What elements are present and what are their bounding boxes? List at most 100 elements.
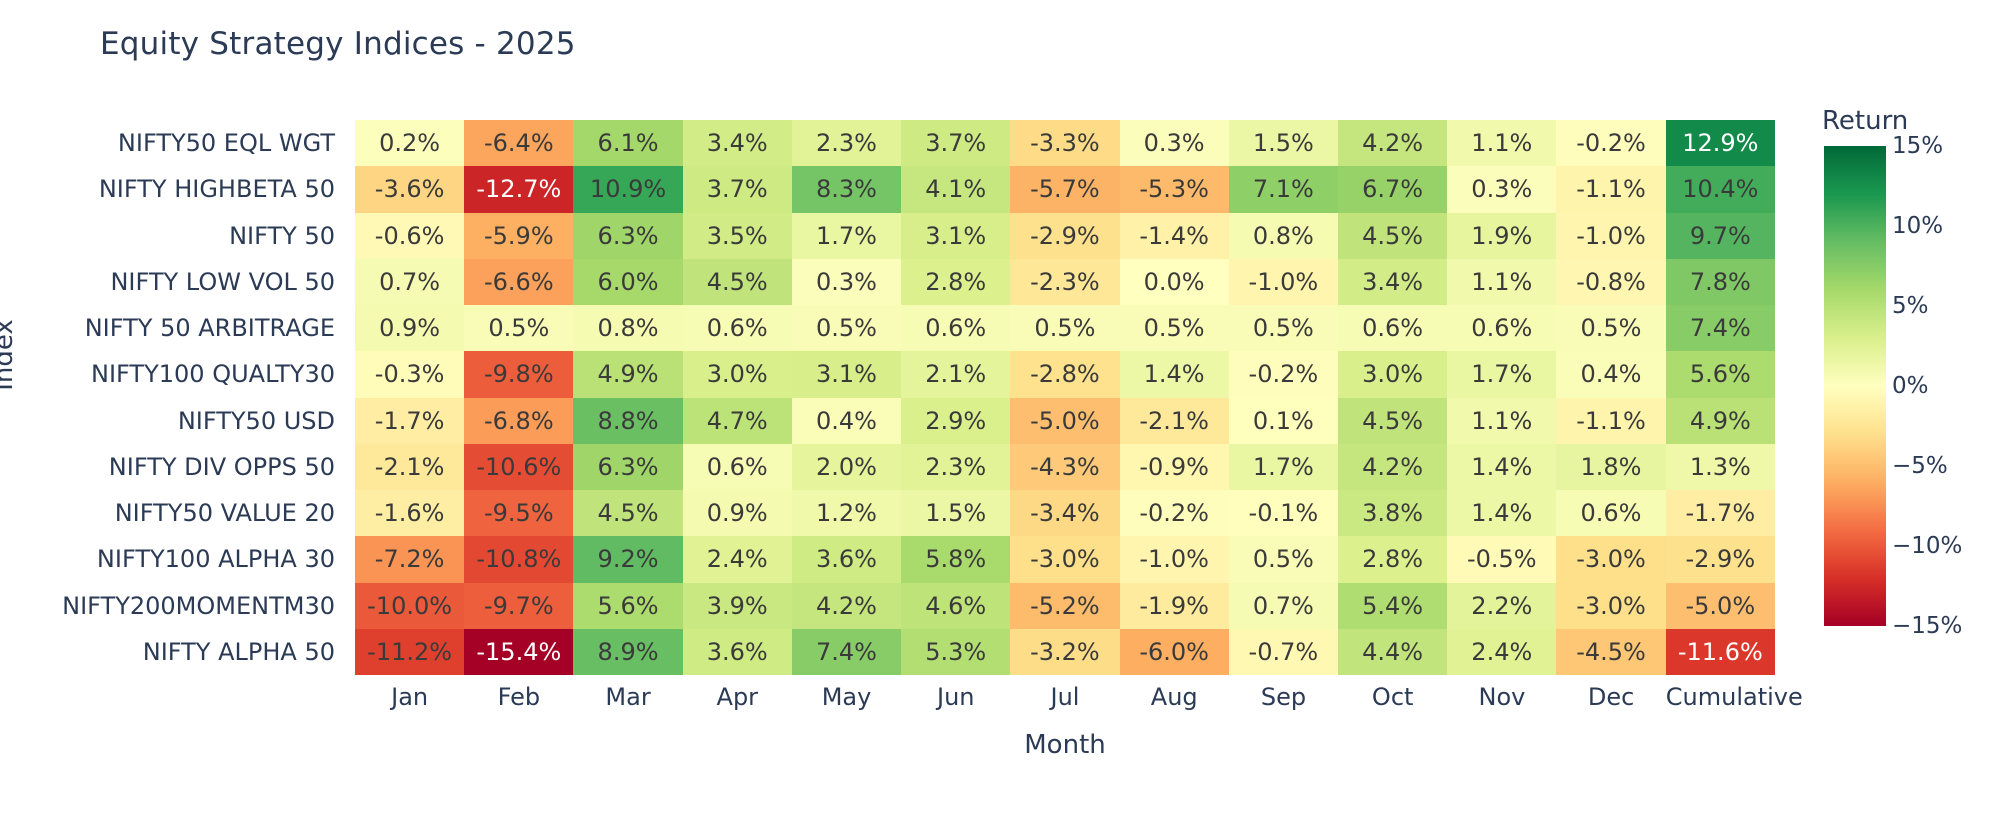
heatmap-cell[interactable]: -3.3% (1010, 120, 1120, 167)
heatmap-cell[interactable]: 0.7% (1228, 582, 1338, 629)
heatmap-cell[interactable]: -9.7% (464, 582, 574, 629)
heatmap-cell[interactable]: 10.4% (1665, 166, 1775, 213)
heatmap-cell[interactable]: -12.7% (464, 166, 574, 213)
heatmap-cell[interactable]: -0.6% (355, 212, 465, 259)
heatmap-cell[interactable]: 1.5% (1228, 120, 1338, 167)
heatmap-cell[interactable]: 3.7% (901, 120, 1011, 167)
heatmap-cell[interactable]: 4.6% (901, 582, 1011, 629)
heatmap-cell[interactable]: 12.9% (1665, 120, 1775, 167)
heatmap-cell[interactable]: -10.0% (355, 582, 465, 629)
heatmap-cell[interactable]: 4.4% (1337, 628, 1448, 675)
heatmap-cell[interactable]: 7.1% (1228, 166, 1338, 213)
heatmap-cell[interactable]: -6.0% (1119, 628, 1229, 675)
heatmap-cell[interactable]: 0.1% (1228, 397, 1338, 444)
heatmap-cell[interactable]: 7.4% (1665, 305, 1775, 352)
heatmap-cell[interactable]: 1.7% (1447, 351, 1557, 398)
heatmap-cell[interactable]: -0.2% (1228, 351, 1338, 398)
heatmap-cell[interactable]: 7.4% (791, 628, 902, 675)
heatmap-cell[interactable]: 9.2% (573, 536, 683, 583)
heatmap-cell[interactable]: 1.1% (1447, 397, 1557, 444)
heatmap-cell[interactable]: -10.6% (464, 443, 574, 490)
heatmap-cell[interactable]: 2.3% (901, 443, 1011, 490)
heatmap-cell[interactable]: -3.6% (355, 166, 465, 213)
heatmap-cell[interactable]: 3.6% (682, 628, 792, 675)
heatmap-cell[interactable]: -15.4% (464, 628, 574, 675)
heatmap-cell[interactable]: -9.5% (464, 490, 574, 537)
heatmap-cell[interactable]: 0.4% (1556, 351, 1666, 398)
heatmap-cell[interactable]: 3.4% (682, 120, 792, 167)
heatmap-cell[interactable]: 0.0% (1119, 258, 1229, 305)
heatmap-cell[interactable]: 2.4% (1447, 628, 1557, 675)
heatmap-cell[interactable]: -11.2% (355, 628, 465, 675)
heatmap-cell[interactable]: -3.4% (1010, 490, 1120, 537)
heatmap-cell[interactable]: 6.3% (573, 212, 683, 259)
heatmap-cell[interactable]: 0.7% (355, 258, 465, 305)
heatmap-cell[interactable]: 6.0% (573, 258, 683, 305)
heatmap-cell[interactable]: -5.3% (1119, 166, 1229, 213)
heatmap-cell[interactable]: 5.6% (1665, 351, 1775, 398)
heatmap-cell[interactable]: 0.8% (1228, 212, 1338, 259)
heatmap-cell[interactable]: -11.6% (1665, 628, 1775, 675)
heatmap-cell[interactable]: -2.8% (1010, 351, 1120, 398)
heatmap-cell[interactable]: 0.3% (791, 258, 902, 305)
heatmap-cell[interactable]: 3.9% (682, 582, 792, 629)
heatmap-cell[interactable]: 0.9% (355, 305, 465, 352)
heatmap-cell[interactable]: 1.4% (1447, 490, 1557, 537)
heatmap-cell[interactable]: 1.4% (1119, 351, 1229, 398)
heatmap-cell[interactable]: -4.5% (1556, 628, 1666, 675)
heatmap-cell[interactable]: 0.5% (1228, 305, 1338, 352)
heatmap-cell[interactable]: -1.1% (1556, 397, 1666, 444)
heatmap-cell[interactable]: 3.4% (1337, 258, 1448, 305)
heatmap-cell[interactable]: 4.7% (682, 397, 792, 444)
heatmap-cell[interactable]: 3.0% (682, 351, 792, 398)
heatmap-cell[interactable]: -2.1% (1119, 397, 1229, 444)
heatmap-cell[interactable]: 0.6% (682, 443, 792, 490)
heatmap-cell[interactable]: 3.5% (682, 212, 792, 259)
heatmap-cell[interactable]: -3.0% (1556, 536, 1666, 583)
heatmap-cell[interactable]: 1.1% (1447, 120, 1557, 167)
heatmap-cell[interactable]: 2.3% (791, 120, 902, 167)
heatmap-cell[interactable]: 1.5% (901, 490, 1011, 537)
heatmap-cell[interactable]: 4.5% (1337, 397, 1448, 444)
heatmap-cell[interactable]: -4.3% (1010, 443, 1120, 490)
heatmap-cell[interactable]: -0.5% (1447, 536, 1557, 583)
heatmap-cell[interactable]: -1.7% (1665, 490, 1775, 537)
heatmap-cell[interactable]: -5.9% (464, 212, 574, 259)
heatmap-cell[interactable]: 5.3% (901, 628, 1011, 675)
heatmap-cell[interactable]: -1.1% (1556, 166, 1666, 213)
heatmap-cell[interactable]: 1.7% (1228, 443, 1338, 490)
heatmap-cell[interactable]: 2.8% (1337, 536, 1448, 583)
heatmap-cell[interactable]: 4.2% (1337, 443, 1448, 490)
heatmap-cell[interactable]: 0.5% (1010, 305, 1120, 352)
heatmap-cell[interactable]: 8.3% (791, 166, 902, 213)
heatmap-cell[interactable]: 0.4% (791, 397, 902, 444)
heatmap-cell[interactable]: 1.8% (1556, 443, 1666, 490)
heatmap-cell[interactable]: -2.9% (1665, 536, 1775, 583)
heatmap-cell[interactable]: -6.4% (464, 120, 574, 167)
heatmap-cell[interactable]: 10.9% (573, 166, 683, 213)
heatmap-cell[interactable]: -2.1% (355, 443, 465, 490)
heatmap-cell[interactable]: -3.0% (1010, 536, 1120, 583)
heatmap-cell[interactable]: 6.1% (573, 120, 683, 167)
heatmap-cell[interactable]: 1.3% (1665, 443, 1775, 490)
heatmap-cell[interactable]: 6.3% (573, 443, 683, 490)
heatmap-cell[interactable]: 1.2% (791, 490, 902, 537)
heatmap-cell[interactable]: -1.4% (1119, 212, 1229, 259)
heatmap-cell[interactable]: -9.8% (464, 351, 574, 398)
heatmap-cell[interactable]: 0.6% (1556, 490, 1666, 537)
heatmap-cell[interactable]: -5.0% (1665, 582, 1775, 629)
heatmap-cell[interactable]: -3.0% (1556, 582, 1666, 629)
heatmap-cell[interactable]: 0.6% (682, 305, 792, 352)
heatmap-cell[interactable]: 4.1% (901, 166, 1011, 213)
heatmap-cell[interactable]: 4.5% (682, 258, 792, 305)
heatmap-cell[interactable]: 8.8% (573, 397, 683, 444)
heatmap-cell[interactable]: -10.8% (464, 536, 574, 583)
heatmap-cell[interactable]: 6.7% (1337, 166, 1448, 213)
heatmap-cell[interactable]: 0.2% (355, 120, 465, 167)
heatmap-cell[interactable]: 0.6% (1337, 305, 1448, 352)
heatmap-cell[interactable]: 3.1% (901, 212, 1011, 259)
heatmap-cell[interactable]: -1.0% (1228, 258, 1338, 305)
heatmap-cell[interactable]: 0.8% (573, 305, 683, 352)
heatmap-cell[interactable]: 3.6% (791, 536, 902, 583)
heatmap-cell[interactable]: 3.1% (791, 351, 902, 398)
